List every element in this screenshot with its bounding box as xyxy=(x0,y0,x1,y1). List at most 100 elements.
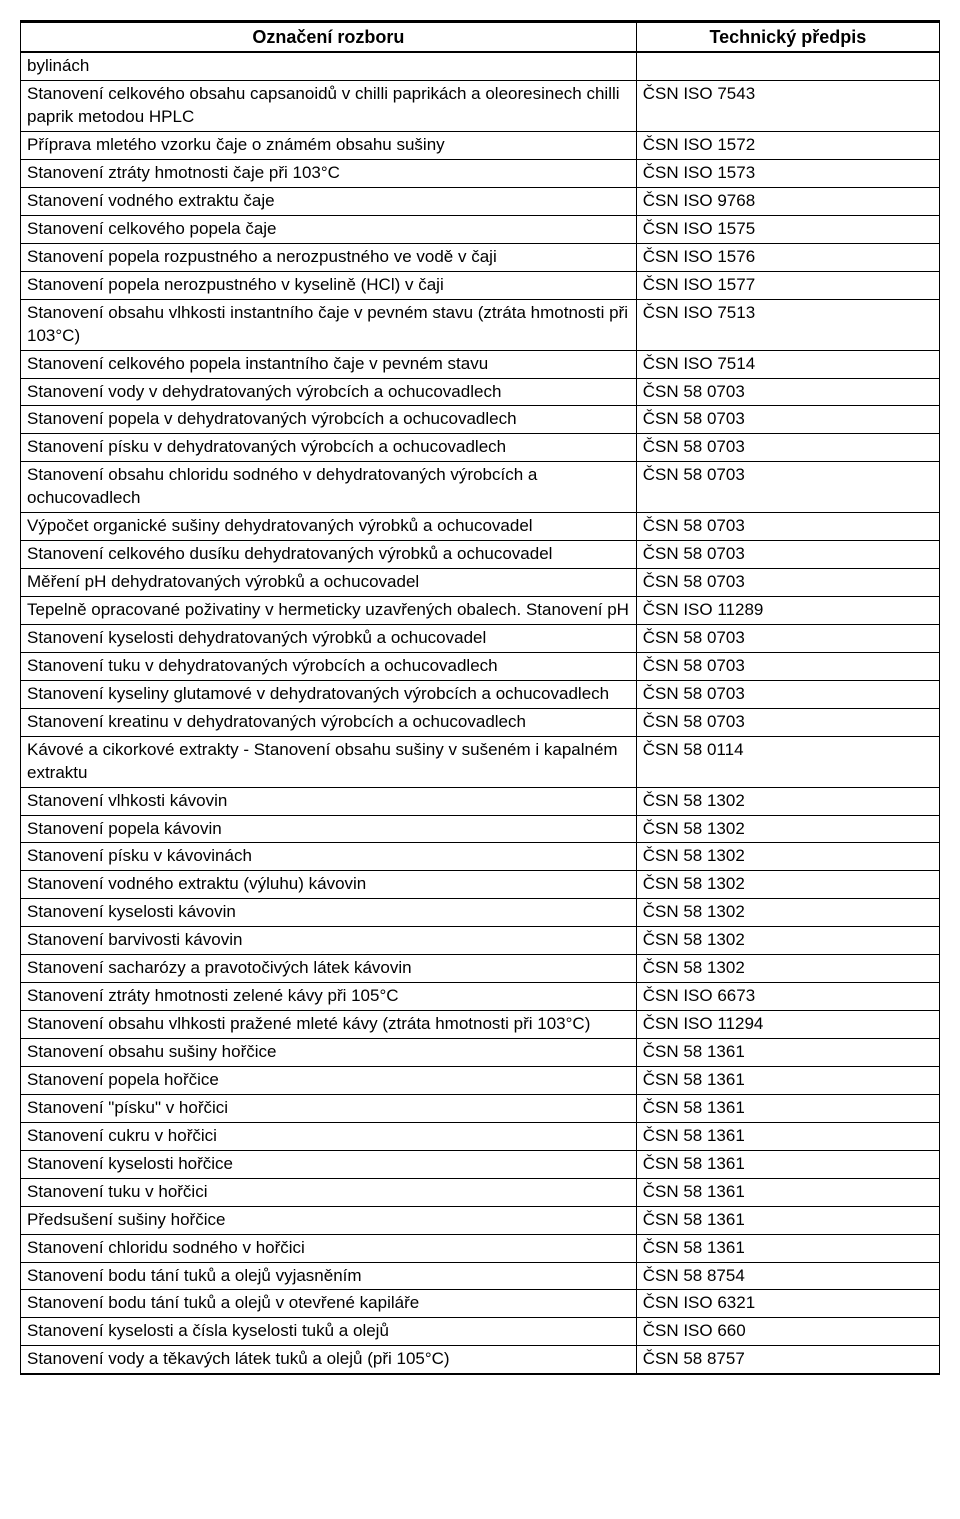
table-row: Měření pH dehydratovaných výrobků a ochu… xyxy=(21,569,940,597)
table-row: Stanovení obsahu chloridu sodného v dehy… xyxy=(21,462,940,513)
cell-name: Stanovení sacharózy a pravotočivých láte… xyxy=(21,955,637,983)
cell-spec: ČSN 58 1361 xyxy=(636,1206,939,1234)
cell-spec: ČSN ISO 1577 xyxy=(636,271,939,299)
cell-name: Stanovení obsahu sušiny hořčice xyxy=(21,1039,637,1067)
cell-name: Příprava mletého vzorku čaje o známém ob… xyxy=(21,132,637,160)
cell-name: bylinách xyxy=(21,52,637,80)
cell-name: Stanovení popela v dehydratovaných výrob… xyxy=(21,406,637,434)
cell-spec: ČSN 58 0703 xyxy=(636,462,939,513)
cell-spec: ČSN 58 0703 xyxy=(636,569,939,597)
table-row: Stanovení popela rozpustného a nerozpust… xyxy=(21,243,940,271)
table-header-row: Označení rozboru Technický předpis xyxy=(21,22,940,53)
table-row: Stanovení kyselosti a čísla kyselosti tu… xyxy=(21,1318,940,1346)
cell-name: Stanovení ztráty hmotnosti čaje při 103°… xyxy=(21,160,637,188)
table-row: Stanovení ztráty hmotnosti zelené kávy p… xyxy=(21,983,940,1011)
cell-spec: ČSN ISO 11289 xyxy=(636,597,939,625)
cell-name: Stanovení "písku" v hořčici xyxy=(21,1094,637,1122)
table-row: Stanovení popela kávovinČSN 58 1302 xyxy=(21,815,940,843)
table-row: Stanovení "písku" v hořčiciČSN 58 1361 xyxy=(21,1094,940,1122)
cell-name: Stanovení chloridu sodného v hořčici xyxy=(21,1234,637,1262)
cell-spec: ČSN ISO 7513 xyxy=(636,299,939,350)
table-row: Stanovení tuku v hořčiciČSN 58 1361 xyxy=(21,1178,940,1206)
table-row: Stanovení vodného extraktu čajeČSN ISO 9… xyxy=(21,187,940,215)
cell-spec: ČSN 58 0703 xyxy=(636,652,939,680)
cell-name: Stanovení popela nerozpustného v kyselin… xyxy=(21,271,637,299)
table-row: Stanovení tuku v dehydratovaných výrobcí… xyxy=(21,652,940,680)
table-row: Stanovení celkového obsahu capsanoidů v … xyxy=(21,81,940,132)
cell-spec: ČSN ISO 1572 xyxy=(636,132,939,160)
cell-name: Měření pH dehydratovaných výrobků a ochu… xyxy=(21,569,637,597)
cell-spec: ČSN ISO 9768 xyxy=(636,187,939,215)
cell-spec: ČSN ISO 6673 xyxy=(636,983,939,1011)
cell-spec: ČSN ISO 1575 xyxy=(636,215,939,243)
cell-spec: ČSN 58 0114 xyxy=(636,736,939,787)
cell-name: Stanovení písku v dehydratovaných výrobc… xyxy=(21,434,637,462)
table-row: Stanovení vody a těkavých látek tuků a o… xyxy=(21,1346,940,1374)
cell-spec xyxy=(636,52,939,80)
cell-spec: ČSN ISO 6321 xyxy=(636,1290,939,1318)
cell-spec: ČSN 58 1361 xyxy=(636,1178,939,1206)
table-row: Stanovení chloridu sodného v hořčiciČSN … xyxy=(21,1234,940,1262)
cell-name: Stanovení písku v kávovinách xyxy=(21,843,637,871)
cell-spec: ČSN 58 1302 xyxy=(636,955,939,983)
table-row: Stanovení kyselosti dehydratovaných výro… xyxy=(21,624,940,652)
table-row: Stanovení kyselosti kávovinČSN 58 1302 xyxy=(21,899,940,927)
table-row: Stanovení popela nerozpustného v kyselin… xyxy=(21,271,940,299)
table-row: Stanovení popela hořčiceČSN 58 1361 xyxy=(21,1066,940,1094)
cell-spec: ČSN 58 1302 xyxy=(636,815,939,843)
cell-spec: ČSN 58 0703 xyxy=(636,541,939,569)
cell-spec: ČSN 58 1361 xyxy=(636,1150,939,1178)
table-row: Stanovení vlhkosti kávovinČSN 58 1302 xyxy=(21,787,940,815)
cell-spec: ČSN 58 1361 xyxy=(636,1039,939,1067)
cell-spec: ČSN 58 0703 xyxy=(636,708,939,736)
table-row: Stanovení písku v kávovináchČSN 58 1302 xyxy=(21,843,940,871)
cell-name: Stanovení kyselosti kávovin xyxy=(21,899,637,927)
cell-name: Stanovení vlhkosti kávovin xyxy=(21,787,637,815)
col-header-name: Označení rozboru xyxy=(21,22,637,53)
table-row: Stanovení celkového popela instantního č… xyxy=(21,350,940,378)
cell-spec: ČSN 58 0703 xyxy=(636,513,939,541)
cell-name: Stanovení vodného extraktu (výluhu) kávo… xyxy=(21,871,637,899)
table-row: Stanovení kyselosti hořčiceČSN 58 1361 xyxy=(21,1150,940,1178)
cell-spec: ČSN ISO 1576 xyxy=(636,243,939,271)
cell-spec: ČSN ISO 7543 xyxy=(636,81,939,132)
cell-spec: ČSN 58 0703 xyxy=(636,378,939,406)
cell-spec: ČSN 58 1302 xyxy=(636,927,939,955)
table-row: Předsušení sušiny hořčiceČSN 58 1361 xyxy=(21,1206,940,1234)
cell-name: Stanovení vody v dehydratovaných výrobcí… xyxy=(21,378,637,406)
cell-spec: ČSN 58 1302 xyxy=(636,871,939,899)
cell-name: Stanovení vodného extraktu čaje xyxy=(21,187,637,215)
cell-name: Stanovení kyselosti dehydratovaných výro… xyxy=(21,624,637,652)
cell-name: Stanovení vody a těkavých látek tuků a o… xyxy=(21,1346,637,1374)
analysis-table: Označení rozboru Technický předpis bylin… xyxy=(20,20,940,1375)
cell-name: Stanovení popela rozpustného a nerozpust… xyxy=(21,243,637,271)
table-row: Stanovení ztráty hmotnosti čaje při 103°… xyxy=(21,160,940,188)
cell-name: Stanovení obsahu chloridu sodného v dehy… xyxy=(21,462,637,513)
table-row: Stanovení barvivosti kávovinČSN 58 1302 xyxy=(21,927,940,955)
cell-name: Stanovení kyseliny glutamové v dehydrato… xyxy=(21,680,637,708)
cell-name: Stanovení celkového dusíku dehydratovaný… xyxy=(21,541,637,569)
cell-name: Stanovení celkového popela instantního č… xyxy=(21,350,637,378)
table-row: Stanovení bodu tání tuků a olejů vyjasně… xyxy=(21,1262,940,1290)
cell-name: Stanovení tuku v dehydratovaných výrobcí… xyxy=(21,652,637,680)
cell-spec: ČSN 58 8757 xyxy=(636,1346,939,1374)
table-row: Stanovení celkového dusíku dehydratovaný… xyxy=(21,541,940,569)
col-header-spec: Technický předpis xyxy=(636,22,939,53)
cell-spec: ČSN ISO 11294 xyxy=(636,1011,939,1039)
cell-name: Stanovení bodu tání tuků a olejů vyjasně… xyxy=(21,1262,637,1290)
cell-name: Stanovení celkového popela čaje xyxy=(21,215,637,243)
table-body: bylináchStanovení celkového obsahu capsa… xyxy=(21,52,940,1374)
table-row: Stanovení vody v dehydratovaných výrobcí… xyxy=(21,378,940,406)
cell-name: Kávové a cikorkové extrakty - Stanovení … xyxy=(21,736,637,787)
cell-spec: ČSN 58 0703 xyxy=(636,624,939,652)
cell-name: Stanovení ztráty hmotnosti zelené kávy p… xyxy=(21,983,637,1011)
cell-spec: ČSN 58 1302 xyxy=(636,787,939,815)
cell-spec: ČSN 58 0703 xyxy=(636,680,939,708)
cell-name: Stanovení barvivosti kávovin xyxy=(21,927,637,955)
cell-spec: ČSN 58 1361 xyxy=(636,1066,939,1094)
table-row: Stanovení bodu tání tuků a olejů v otevř… xyxy=(21,1290,940,1318)
table-row: bylinách xyxy=(21,52,940,80)
cell-name: Stanovení kreatinu v dehydratovaných výr… xyxy=(21,708,637,736)
table-row: Stanovení popela v dehydratovaných výrob… xyxy=(21,406,940,434)
table-row: Stanovení písku v dehydratovaných výrobc… xyxy=(21,434,940,462)
